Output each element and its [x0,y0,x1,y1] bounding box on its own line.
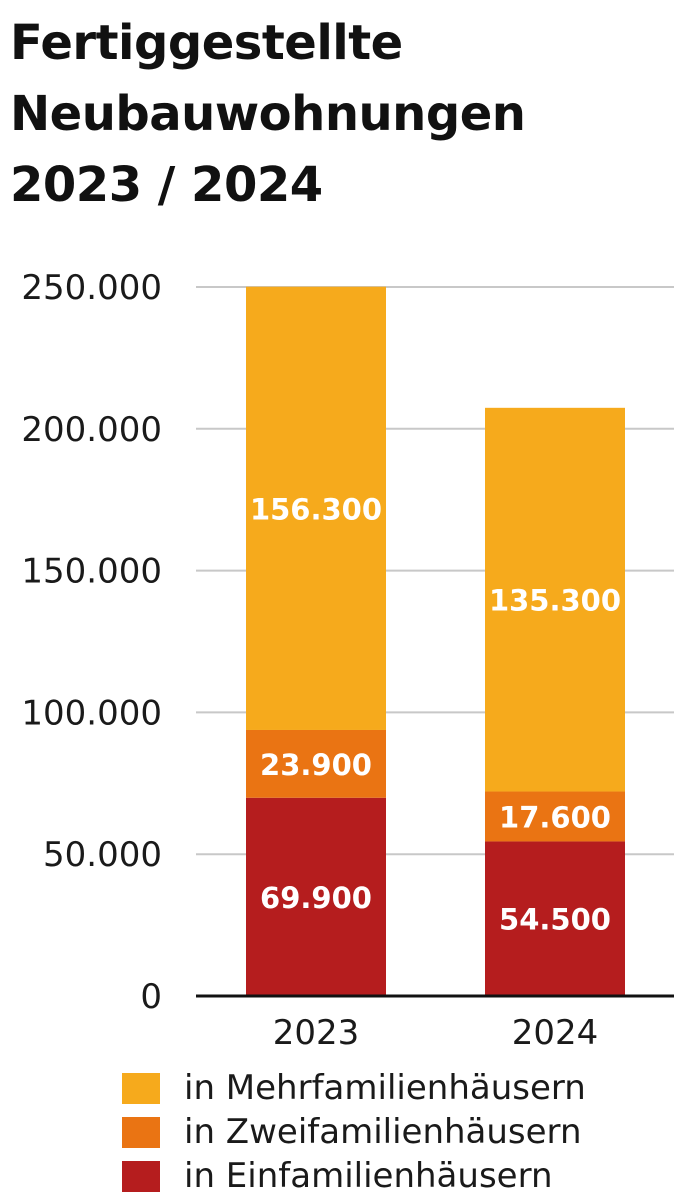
chart-title-line: 2023 / 2024 [10,157,323,213]
legend-swatch [122,1072,160,1104]
legend-label: in Zweifamilienhäusern [184,1112,582,1152]
legend-swatch [122,1116,160,1148]
data-label: 156.300 [250,492,382,526]
data-label: 17.600 [499,800,611,834]
legend-label: in Einfamilienhäusern [184,1156,553,1196]
chart-title-line: Neubauwohnungen [10,86,526,142]
x-tick-label: 2023 [273,1013,360,1053]
y-tick-label: 100.000 [21,693,162,733]
bar-segment [485,407,625,792]
y-tick-label: 50.000 [43,835,162,875]
bar-segment [485,791,625,842]
data-label: 23.900 [260,748,372,782]
data-label: 69.900 [260,881,372,915]
data-label: 54.500 [499,903,611,937]
legend-item: in Einfamilienhäusern [122,1154,586,1198]
legend-item: in Mehrfamilienhäusern [122,1066,586,1110]
data-label: 135.300 [489,584,621,618]
chart-title: Fertiggestellte Neubauwohnungen 2023 / 2… [10,8,526,221]
stacked-bar-plot: 0 50.000 100.000 150.000 200.000 250.000 69.90… [21,268,674,1053]
legend-label: in Mehrfamilienhäusern [184,1068,586,1108]
bar-segment [485,841,625,996]
bar-segment [246,797,386,996]
legend-swatch [122,1160,160,1192]
bar-segment [246,729,386,798]
bar-segment [246,286,386,730]
y-tick-label: 200.000 [21,410,162,450]
x-tick-label: 2024 [512,1013,599,1053]
y-tick-label: 250.000 [21,268,162,308]
legend-item: in Zweifamilienhäusern [122,1110,586,1154]
legend: in Mehrfamilienhäusern in Zweifamilienhäu… [122,1066,586,1198]
y-tick-label: 150.000 [21,552,162,592]
chart-title-line: Fertiggestellte [10,15,403,71]
y-tick-label: 0 [140,977,162,1017]
